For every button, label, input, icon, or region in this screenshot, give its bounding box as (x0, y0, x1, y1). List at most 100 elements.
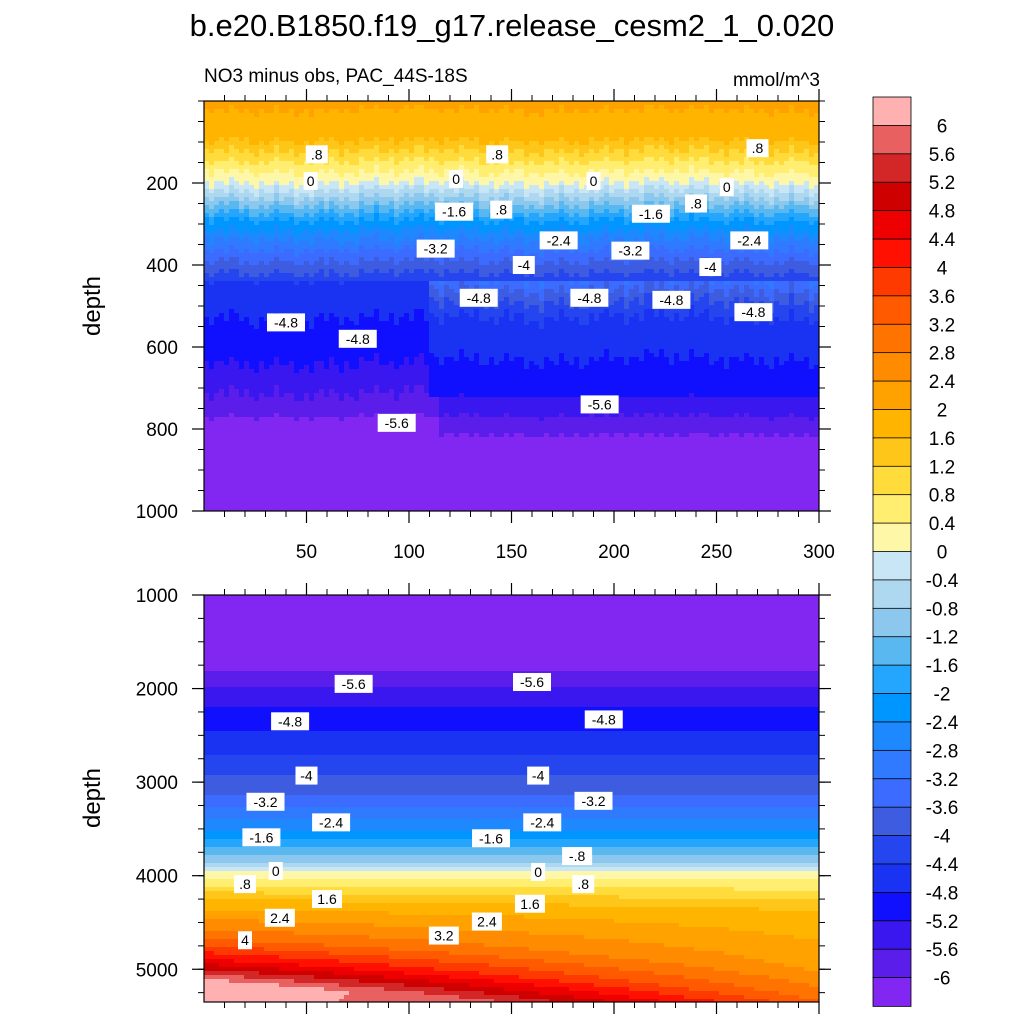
contour-cell (664, 121, 670, 126)
contour-cell (459, 117, 465, 122)
contour-cell (214, 205, 220, 210)
contour-cell (334, 149, 340, 154)
contour-cell (604, 213, 610, 218)
contour-cell (719, 205, 725, 210)
contour-cell (789, 157, 795, 162)
contour-cell (364, 169, 370, 174)
contour-cell (669, 161, 675, 166)
contour-cell (479, 245, 485, 250)
contour-cell (389, 217, 395, 222)
contour-cell (229, 261, 235, 266)
contour-cell (664, 161, 670, 166)
contour-cell (589, 221, 595, 226)
contour-cell (769, 253, 775, 258)
contour-cell (524, 253, 530, 258)
contour-cell (369, 201, 375, 206)
contour-cell (514, 157, 520, 162)
contour-cell (654, 161, 660, 166)
contour-cell (284, 237, 290, 242)
contour-cell (219, 153, 225, 158)
contour-cell (329, 109, 335, 114)
contour-cell (514, 113, 520, 118)
contour-cell (554, 169, 560, 174)
contour-cell (259, 189, 265, 194)
contour-cell (229, 149, 235, 154)
contour-cell (289, 197, 295, 202)
contour-cell (364, 161, 370, 166)
contour-cell (229, 181, 235, 186)
contour-cell (264, 101, 270, 106)
contour-cell (244, 177, 250, 182)
contour-cell (629, 181, 635, 186)
contour-cell (679, 145, 685, 150)
contour-cell (734, 173, 740, 178)
contour-cell (634, 173, 640, 178)
contour-cell (439, 225, 445, 230)
contour-cell (474, 133, 480, 138)
contour-cell (619, 213, 625, 218)
contour-cell (374, 261, 380, 266)
contour-cell (304, 105, 310, 110)
contour-cell (399, 213, 405, 218)
contour-cell (729, 197, 735, 202)
contour-cell (689, 253, 695, 258)
contour-cell (439, 161, 445, 166)
contour-cell (679, 197, 685, 202)
contour-cell (624, 133, 630, 138)
contour-cell (809, 185, 815, 190)
contour-cell (254, 185, 260, 190)
contour-cell (344, 153, 350, 158)
contour-cell (664, 245, 670, 250)
contour-cell (579, 257, 585, 262)
contour-cell (304, 229, 310, 234)
contour-cell (369, 189, 375, 194)
contour-cell (719, 105, 725, 110)
contour-cell (464, 129, 470, 134)
contour-cell (704, 161, 710, 166)
contour-cell (514, 217, 520, 222)
contour-cell (534, 173, 540, 178)
contour-cell (514, 145, 520, 150)
contour-cell (299, 193, 305, 198)
contour-cell (464, 249, 470, 254)
contour-cell (414, 169, 420, 174)
contour-cell (339, 149, 345, 154)
contour-cell (214, 225, 220, 230)
contour-cell (604, 149, 610, 154)
contour-cell (804, 149, 810, 154)
contour-cell (789, 209, 795, 214)
contour-cell (254, 117, 260, 122)
contour-cell (764, 125, 770, 130)
contour-cell (764, 201, 770, 206)
contour-cell (209, 245, 215, 250)
contour-cell (594, 161, 600, 166)
contour-cell (469, 221, 475, 226)
contour-cell (289, 225, 295, 230)
contour-cell (394, 229, 400, 234)
contour-cell (419, 125, 425, 130)
contour-cell (329, 233, 335, 238)
contour-cell (484, 213, 490, 218)
contour-cell (474, 137, 480, 142)
contour-cell (759, 209, 765, 214)
contour-cell (779, 225, 785, 230)
contour-cell (439, 181, 445, 186)
contour-cell (614, 141, 620, 146)
contour-cell (664, 237, 670, 242)
contour-cell (339, 205, 345, 210)
contour-cell (394, 117, 400, 122)
contour-cell (274, 145, 280, 150)
contour-cell (689, 145, 695, 150)
contour-cell (304, 221, 310, 226)
contour-cell (629, 117, 635, 122)
contour-cell (479, 145, 485, 150)
contour-cell (279, 193, 285, 198)
contour-cell (364, 197, 370, 202)
contour-cell (299, 157, 305, 162)
contour-cell (349, 137, 355, 142)
chart-title: b.e20.B1850.f19_g17.release_cesm2_1_0.02… (190, 8, 835, 43)
contour-cell (534, 253, 540, 258)
contour-cell (779, 245, 785, 250)
contour-cell (249, 225, 255, 230)
